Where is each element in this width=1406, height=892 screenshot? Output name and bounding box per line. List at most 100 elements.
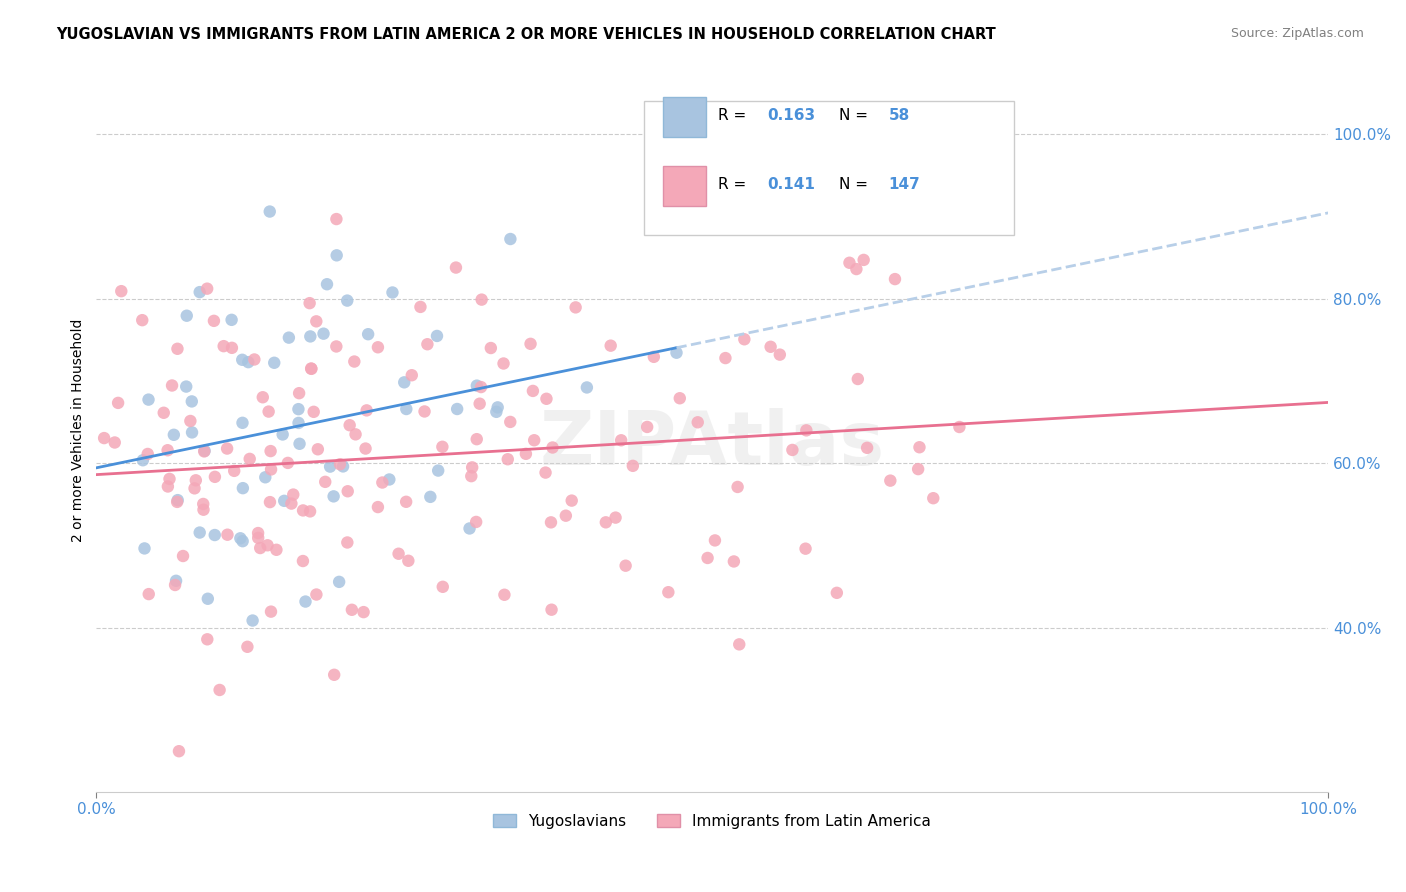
Point xyxy=(354,442,377,456)
FancyBboxPatch shape xyxy=(664,166,706,206)
Point xyxy=(231,416,253,430)
Point xyxy=(156,443,179,458)
Point xyxy=(614,558,637,573)
Point xyxy=(283,487,305,501)
Point xyxy=(138,587,160,601)
Point xyxy=(172,549,194,563)
Point xyxy=(224,464,246,478)
Legend: Yugoslavians, Immigrants from Latin America: Yugoslavians, Immigrants from Latin Amer… xyxy=(488,807,938,835)
Point xyxy=(256,538,278,552)
Point xyxy=(468,397,491,411)
Point xyxy=(195,632,218,647)
Point xyxy=(922,491,945,506)
Point xyxy=(794,541,817,556)
Point xyxy=(845,262,868,277)
Point xyxy=(156,479,179,493)
Point xyxy=(621,458,644,473)
Point xyxy=(231,352,253,367)
Point xyxy=(340,603,363,617)
Point xyxy=(259,444,281,458)
Point xyxy=(288,437,311,451)
Point xyxy=(174,379,197,393)
Point xyxy=(229,531,252,545)
Point xyxy=(554,508,576,523)
Point xyxy=(409,300,432,314)
Point xyxy=(599,339,621,353)
Point xyxy=(299,329,322,343)
Point xyxy=(395,402,418,417)
Point xyxy=(856,441,879,455)
Point xyxy=(259,495,281,509)
Point xyxy=(259,204,281,219)
Point xyxy=(723,554,745,568)
Point xyxy=(367,340,389,354)
Point xyxy=(138,392,160,407)
Point xyxy=(728,637,751,651)
Point xyxy=(166,342,188,356)
Point xyxy=(288,386,311,401)
Point xyxy=(796,423,818,437)
Point xyxy=(782,442,804,457)
Point xyxy=(657,585,679,599)
Point xyxy=(134,541,156,556)
Point xyxy=(166,493,188,508)
Point xyxy=(193,497,215,511)
Point xyxy=(371,475,394,490)
Point xyxy=(494,588,516,602)
Point xyxy=(610,434,633,448)
Point xyxy=(314,475,336,489)
Point xyxy=(323,667,346,681)
Point xyxy=(416,337,439,351)
Point xyxy=(181,425,204,440)
Point xyxy=(515,447,537,461)
Point xyxy=(460,469,482,483)
Point xyxy=(194,443,217,458)
Text: R =: R = xyxy=(718,108,752,123)
Point xyxy=(948,420,970,434)
Point xyxy=(378,473,401,487)
Point xyxy=(344,427,367,442)
Point xyxy=(759,340,782,354)
Point xyxy=(879,474,901,488)
Point xyxy=(93,431,115,445)
Point xyxy=(336,484,359,499)
Point xyxy=(413,404,436,418)
Point xyxy=(769,348,792,362)
Point xyxy=(727,480,749,494)
Point xyxy=(485,405,508,419)
Point xyxy=(665,345,688,359)
Point xyxy=(239,451,262,466)
Point xyxy=(696,551,718,566)
Point xyxy=(307,442,329,457)
Point xyxy=(668,391,690,405)
Point xyxy=(523,434,546,448)
Point xyxy=(353,605,375,619)
Point xyxy=(204,470,226,484)
Point xyxy=(561,493,583,508)
Point xyxy=(217,442,239,456)
Point xyxy=(427,464,450,478)
Point xyxy=(322,489,344,503)
Point xyxy=(305,588,328,602)
Point xyxy=(208,683,231,698)
Point xyxy=(188,525,211,540)
Point xyxy=(540,516,562,530)
Point xyxy=(534,466,557,480)
Point xyxy=(540,603,562,617)
Text: N =: N = xyxy=(839,177,873,192)
Point xyxy=(465,432,488,446)
Point xyxy=(499,415,522,429)
Point xyxy=(846,372,869,386)
Point xyxy=(492,357,515,371)
Point xyxy=(486,401,509,415)
Point xyxy=(336,293,359,308)
Point xyxy=(260,462,283,476)
Text: N =: N = xyxy=(839,108,873,123)
Point xyxy=(165,574,187,588)
Point xyxy=(319,459,342,474)
Point xyxy=(271,427,294,442)
Point xyxy=(356,403,378,417)
Point xyxy=(496,452,519,467)
Point xyxy=(332,459,354,474)
FancyBboxPatch shape xyxy=(644,101,1014,235)
